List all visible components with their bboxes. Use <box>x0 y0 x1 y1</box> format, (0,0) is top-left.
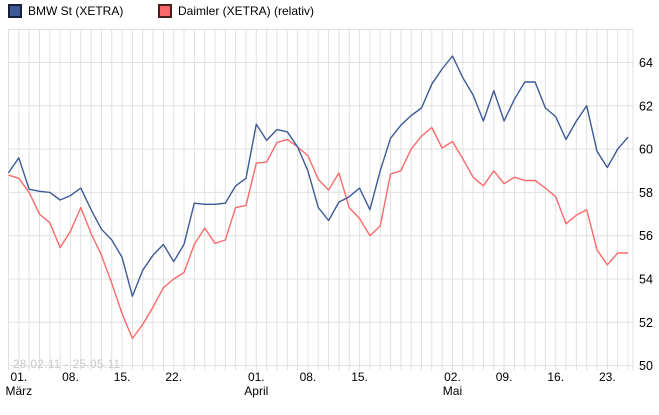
daimler-price-line <box>8 126 628 340</box>
y-axis-tick-label: 62 <box>639 99 653 113</box>
x-axis-tick-label: 23. <box>599 370 616 384</box>
y-axis-tick-label: 58 <box>639 186 653 200</box>
period-watermark: 28.02.11 - 25.05.11 <box>13 359 121 371</box>
x-axis-tick-label: 01. <box>248 370 265 384</box>
x-axis-tick-label: 15. <box>114 370 131 384</box>
x-axis-tick-label: 02. <box>444 370 461 384</box>
y-axis-tick-label: 64 <box>639 56 653 70</box>
bmw-series-swatch-icon <box>8 4 22 18</box>
x-axis-tick-label: 08. <box>62 370 79 384</box>
x-axis-tick-label: 15. <box>351 370 368 384</box>
bmw-price-line <box>7 55 629 297</box>
legend-item-bmw[interactable]: BMW St (XETRA) <box>8 4 123 18</box>
daimler-series-swatch-icon <box>158 4 172 18</box>
y-axis-tick-label: 50 <box>639 359 653 373</box>
y-axis-tick-label: 56 <box>639 229 653 243</box>
x-axis-tick-label: 01. <box>10 370 27 384</box>
x-axis-month-label: April <box>244 384 268 398</box>
y-axis-tick-label: 52 <box>639 316 653 330</box>
chart-legend: BMW St (XETRA) Daimler (XETRA) (relativ) <box>0 4 659 20</box>
x-axis-tick-label: 22. <box>165 370 182 384</box>
x-axis-month-label: März <box>5 384 32 398</box>
x-axis-month-label: Mai <box>443 384 462 398</box>
x-axis-tick-label: 09. <box>496 370 513 384</box>
legend-label-bmw: BMW St (XETRA) <box>28 4 124 18</box>
y-axis-tick-label: 60 <box>639 143 653 157</box>
legend-item-daimler[interactable]: Daimler (XETRA) (relativ) <box>158 4 314 18</box>
y-axis-tick-label: 54 <box>639 273 653 287</box>
legend-label-daimler: Daimler (XETRA) (relativ) <box>178 4 315 18</box>
x-axis-tick-label: 08. <box>300 370 317 384</box>
x-axis-tick-label: 16. <box>547 370 564 384</box>
